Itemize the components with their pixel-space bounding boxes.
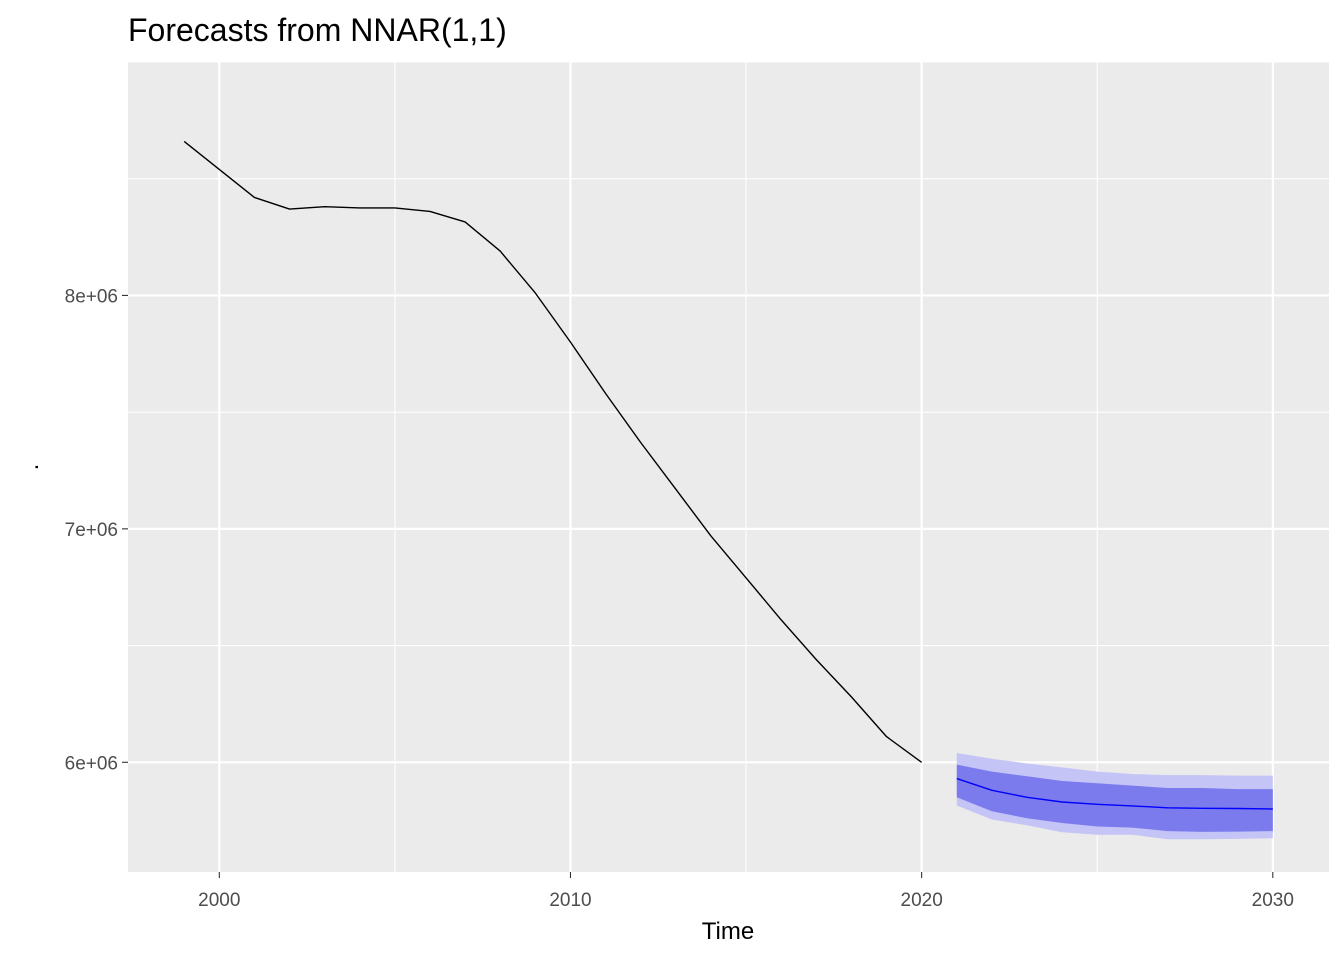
y-axis-title: . <box>17 464 44 471</box>
y-tick-label: 8e+06 <box>65 286 118 307</box>
x-tick-label: 2020 <box>901 890 943 911</box>
x-axis-title: Time <box>702 918 754 945</box>
plot-panel <box>128 62 1329 872</box>
y-tick-label: 6e+06 <box>65 753 118 774</box>
chart-title: Forecasts from NNAR(1,1) <box>128 12 507 48</box>
major-gridlines <box>128 62 1329 872</box>
y-tick-label: 7e+06 <box>65 520 118 541</box>
minor-gridlines <box>128 61 1329 872</box>
series-lines <box>183 140 1273 810</box>
y-axis: 6e+06 7e+06 8e+06 <box>65 286 128 774</box>
forecast-intervals <box>956 753 1273 840</box>
forecast-mean-line <box>956 777 1273 810</box>
x-axis: 2000 2010 2020 2030 <box>198 872 1294 911</box>
x-tick-label: 2010 <box>549 890 591 911</box>
x-tick-label: 2000 <box>198 890 240 911</box>
x-tick-label: 2030 <box>1252 890 1294 911</box>
prediction-interval-80 <box>956 764 1273 832</box>
historical-series-line <box>183 140 923 763</box>
